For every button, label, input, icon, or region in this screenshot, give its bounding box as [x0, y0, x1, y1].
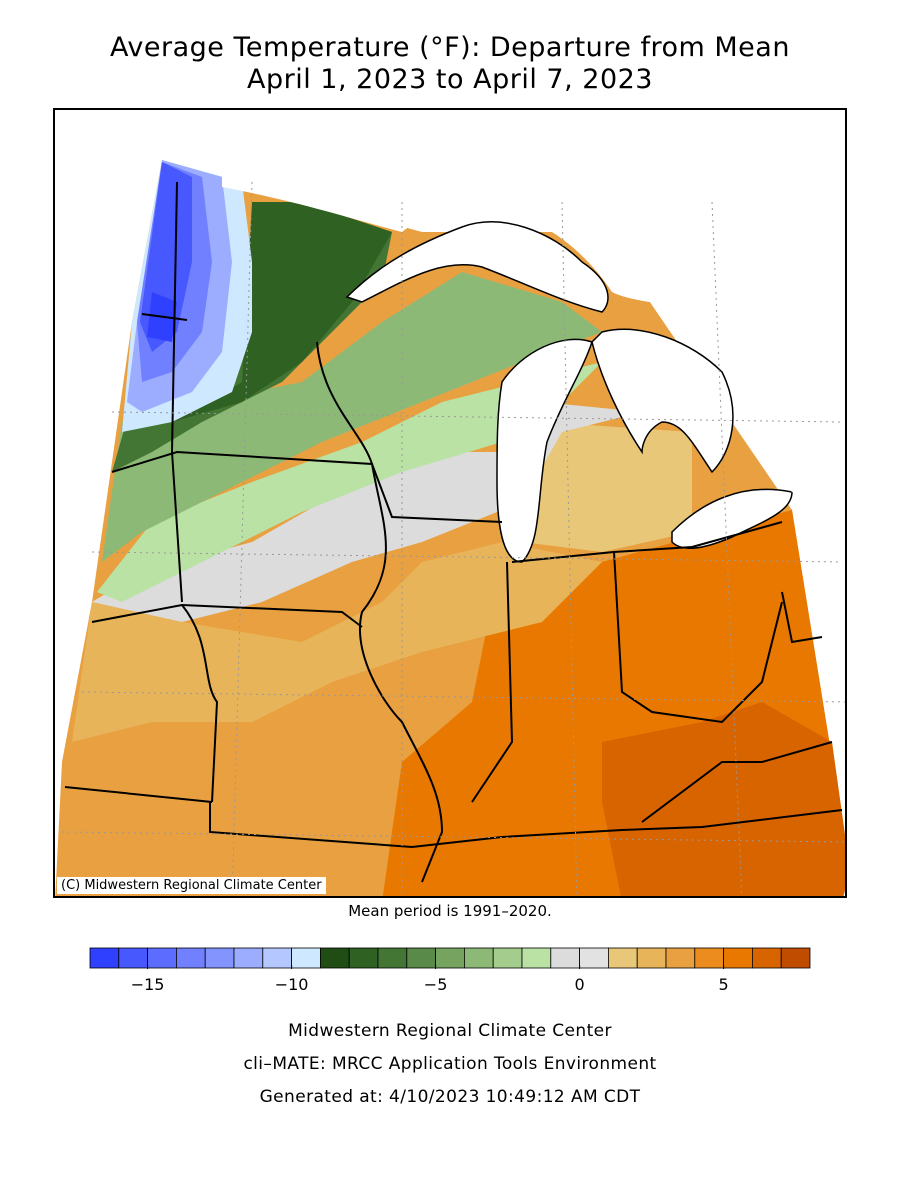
- map-title: Average Temperature (°F): Departure from…: [110, 32, 790, 63]
- colorbar-swatch: [550, 947, 580, 969]
- colorbar: [89, 947, 811, 975]
- colorbar-swatch: [694, 947, 724, 969]
- colorbar-tick-label: 0: [574, 975, 585, 994]
- colorbar-tick-label: 5: [718, 975, 729, 994]
- colorbar-swatch: [319, 947, 350, 969]
- colorbar-swatch: [579, 947, 609, 969]
- colorbar-swatch: [463, 947, 494, 969]
- lake-michigan: [496, 338, 593, 563]
- map-band-green: [102, 272, 602, 562]
- colorbar-swatch: [780, 947, 811, 969]
- colorbar-swatch: [377, 947, 408, 969]
- map-date-range: April 1, 2023 to April 7, 2023: [247, 64, 653, 95]
- map-band-light-green: [97, 362, 602, 602]
- colorbar-swatch: [608, 947, 638, 969]
- footer-org: Midwestern Regional Climate Center: [288, 1021, 612, 1041]
- colorbar-swatch: [636, 947, 667, 969]
- colorbar-swatch: [147, 947, 177, 969]
- canada-region: [222, 112, 845, 502]
- footer-tool: cli–MATE: MRCC Application Tools Environ…: [243, 1054, 657, 1074]
- mean-period-note: Mean period is 1991–2020.: [348, 902, 552, 920]
- colorbar-tick-label: −15: [130, 975, 165, 994]
- colorbar-swatch: [752, 947, 782, 969]
- graticule: [61, 181, 845, 896]
- colorbar-swatch: [665, 947, 696, 969]
- colorbar-swatch: [406, 947, 436, 969]
- colorbar-swatch: [291, 947, 321, 969]
- colorbar-swatches: [89, 947, 811, 969]
- colorbar-swatch: [348, 947, 379, 969]
- map-band-gold: [522, 422, 692, 552]
- footer-generated: Generated at: 4/10/2023 10:49:12 AM CDT: [259, 1087, 641, 1107]
- temperature-departure-map: [55, 112, 845, 896]
- colorbar-swatch: [204, 947, 235, 969]
- colorbar-swatch: [521, 947, 552, 969]
- copyright-label: (C) Midwestern Regional Climate Center: [57, 877, 326, 894]
- colorbar-swatch: [492, 947, 523, 969]
- colorbar-swatch: [435, 947, 465, 969]
- colorbar-swatch: [233, 947, 264, 969]
- map-panel: (C) Midwestern Regional Climate Center: [53, 108, 847, 898]
- colorbar-swatch: [723, 947, 753, 969]
- lake-huron: [591, 328, 734, 474]
- colorbar-swatch: [176, 947, 206, 969]
- colorbar-swatch: [262, 947, 293, 969]
- colorbar-tick-label: −5: [423, 975, 448, 994]
- colorbar-swatch: [118, 947, 148, 969]
- lake-superior: [345, 221, 609, 313]
- colorbar-tick-label: −10: [274, 975, 309, 994]
- colorbar-swatch: [89, 947, 120, 969]
- map-band-darkest-green: [172, 202, 392, 422]
- map-band-dark-orange: [602, 702, 845, 896]
- map-band-tan: [72, 542, 602, 742]
- lake-erie: [671, 488, 793, 550]
- state-boundaries: [64, 181, 843, 883]
